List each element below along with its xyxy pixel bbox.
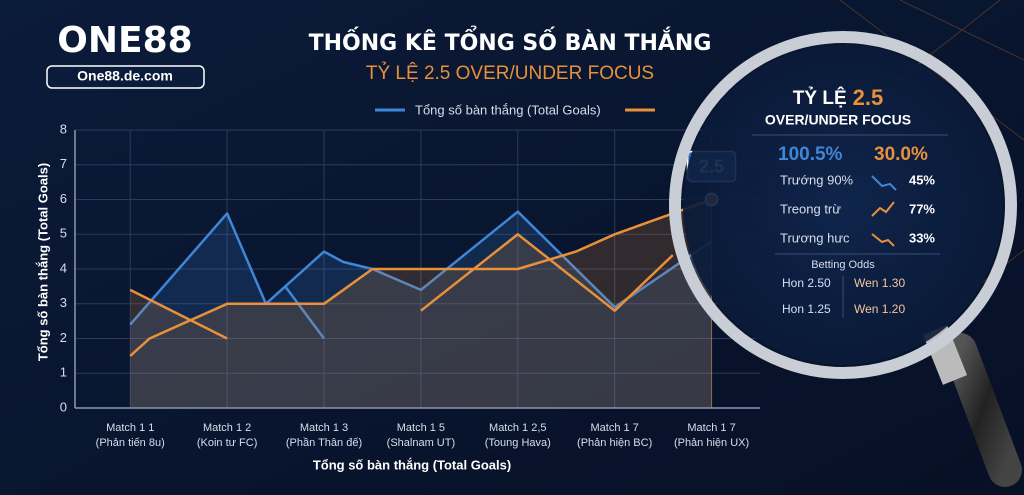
row-label: Trương hưc bbox=[780, 230, 850, 245]
row-label: Trướng 90% bbox=[780, 172, 854, 187]
panel-subtitle: OVER/UNDER FOCUS bbox=[765, 112, 911, 128]
y-axis-label: Tổng số bàn thắng (Total Goals) bbox=[35, 163, 50, 361]
x-tick-sublabel: (Toung Hava) bbox=[485, 437, 551, 449]
y-tick-label: 4 bbox=[60, 260, 67, 275]
y-tick-label: 8 bbox=[60, 121, 67, 136]
x-tick-sublabel: (Phản tiến 8u) bbox=[96, 437, 165, 449]
site-box bbox=[46, 65, 205, 89]
x-tick-sublabel: (Phản hiện BC) bbox=[577, 437, 652, 449]
odds-cell: Wen 1.20 bbox=[854, 302, 905, 316]
trend-arrow bbox=[871, 201, 895, 217]
stat-left: 100.5% bbox=[778, 144, 843, 165]
panel-title-prefix: TỶ LỆ bbox=[793, 87, 847, 109]
x-tick-sublabel: (Shalnam UT) bbox=[387, 437, 455, 449]
y-tick-label: 0 bbox=[60, 399, 67, 414]
series-area bbox=[130, 199, 712, 408]
x-tick-label: Match 1 7 bbox=[591, 422, 639, 434]
odds-cell: Hon 2.50 bbox=[782, 276, 831, 290]
odds-cell: Wen 1.30 bbox=[854, 276, 905, 290]
lens-rim bbox=[669, 31, 1017, 379]
row-label: Treong trừ bbox=[780, 201, 841, 216]
decor-lines bbox=[839, 0, 1024, 301]
series-line bbox=[129, 210, 713, 340]
plot: 0 1 2 3 4 5 6 7 8 Match 1 1 (Phản tiến 8u) Match 1 … bbox=[60, 121, 760, 449]
x-tick-label: Match 1 5 bbox=[397, 422, 445, 434]
site: One88.de.com bbox=[77, 68, 173, 84]
x-tick-sublabel: (Phản hiện UX) bbox=[674, 437, 749, 449]
magnifier bbox=[669, 31, 1022, 487]
x-axis-label: Tổng số bàn thắng (Total Goals) bbox=[313, 457, 511, 472]
row-value: 77% bbox=[909, 201, 935, 216]
chart-title: THỐNG KÊ TỔNG SỐ BÀN THẮNG bbox=[309, 26, 712, 56]
y-tick-label: 3 bbox=[60, 295, 67, 310]
trend-arrow bbox=[871, 233, 895, 247]
x-tick-label: Match 1 1 bbox=[106, 422, 154, 434]
y-tick-label: 7 bbox=[60, 156, 67, 171]
x-tick-label: Match 1 3 bbox=[300, 422, 348, 434]
y-tick-label: 1 bbox=[60, 365, 67, 380]
chart-subtitle: TỶ LỆ 2.5 OVER/UNDER FOCUS bbox=[366, 62, 654, 84]
panel-title-value: 2.5 bbox=[853, 85, 884, 110]
row-value: 45% bbox=[909, 172, 935, 187]
x-tick-label: Match 1 7 bbox=[687, 422, 735, 434]
y-tick-label: 5 bbox=[60, 226, 67, 241]
panel: TỶ LỆ 2.5 OVER/UNDER FOCUS 100.5% 30.0% Trướn… bbox=[752, 85, 948, 318]
row-value: 33% bbox=[909, 230, 935, 245]
x-tick-sublabel: (Phần Thân đế) bbox=[286, 437, 362, 449]
y-tick-label: 6 bbox=[60, 191, 67, 206]
x-tick-label: Match 1 2,5 bbox=[489, 422, 546, 434]
trend-arrow bbox=[871, 175, 897, 191]
y-tick-label: 2 bbox=[60, 330, 67, 345]
series-line bbox=[129, 198, 713, 357]
stat-right: 30.0% bbox=[874, 144, 928, 165]
panel-title: TỶ LỆ 2.5 bbox=[793, 85, 883, 110]
legend-label: Tổng số bàn thắng (Total Goals) bbox=[415, 102, 601, 117]
logo: ONE88 bbox=[57, 20, 192, 61]
odds-cell: Hon 1.25 bbox=[782, 302, 831, 316]
odds-title: Betting Odds bbox=[811, 259, 875, 271]
lens bbox=[683, 45, 1003, 365]
x-tick-sublabel: (Koin tư FC) bbox=[197, 437, 258, 449]
x-tick-label: Match 1 2 bbox=[203, 422, 251, 434]
handle bbox=[943, 333, 1022, 487]
